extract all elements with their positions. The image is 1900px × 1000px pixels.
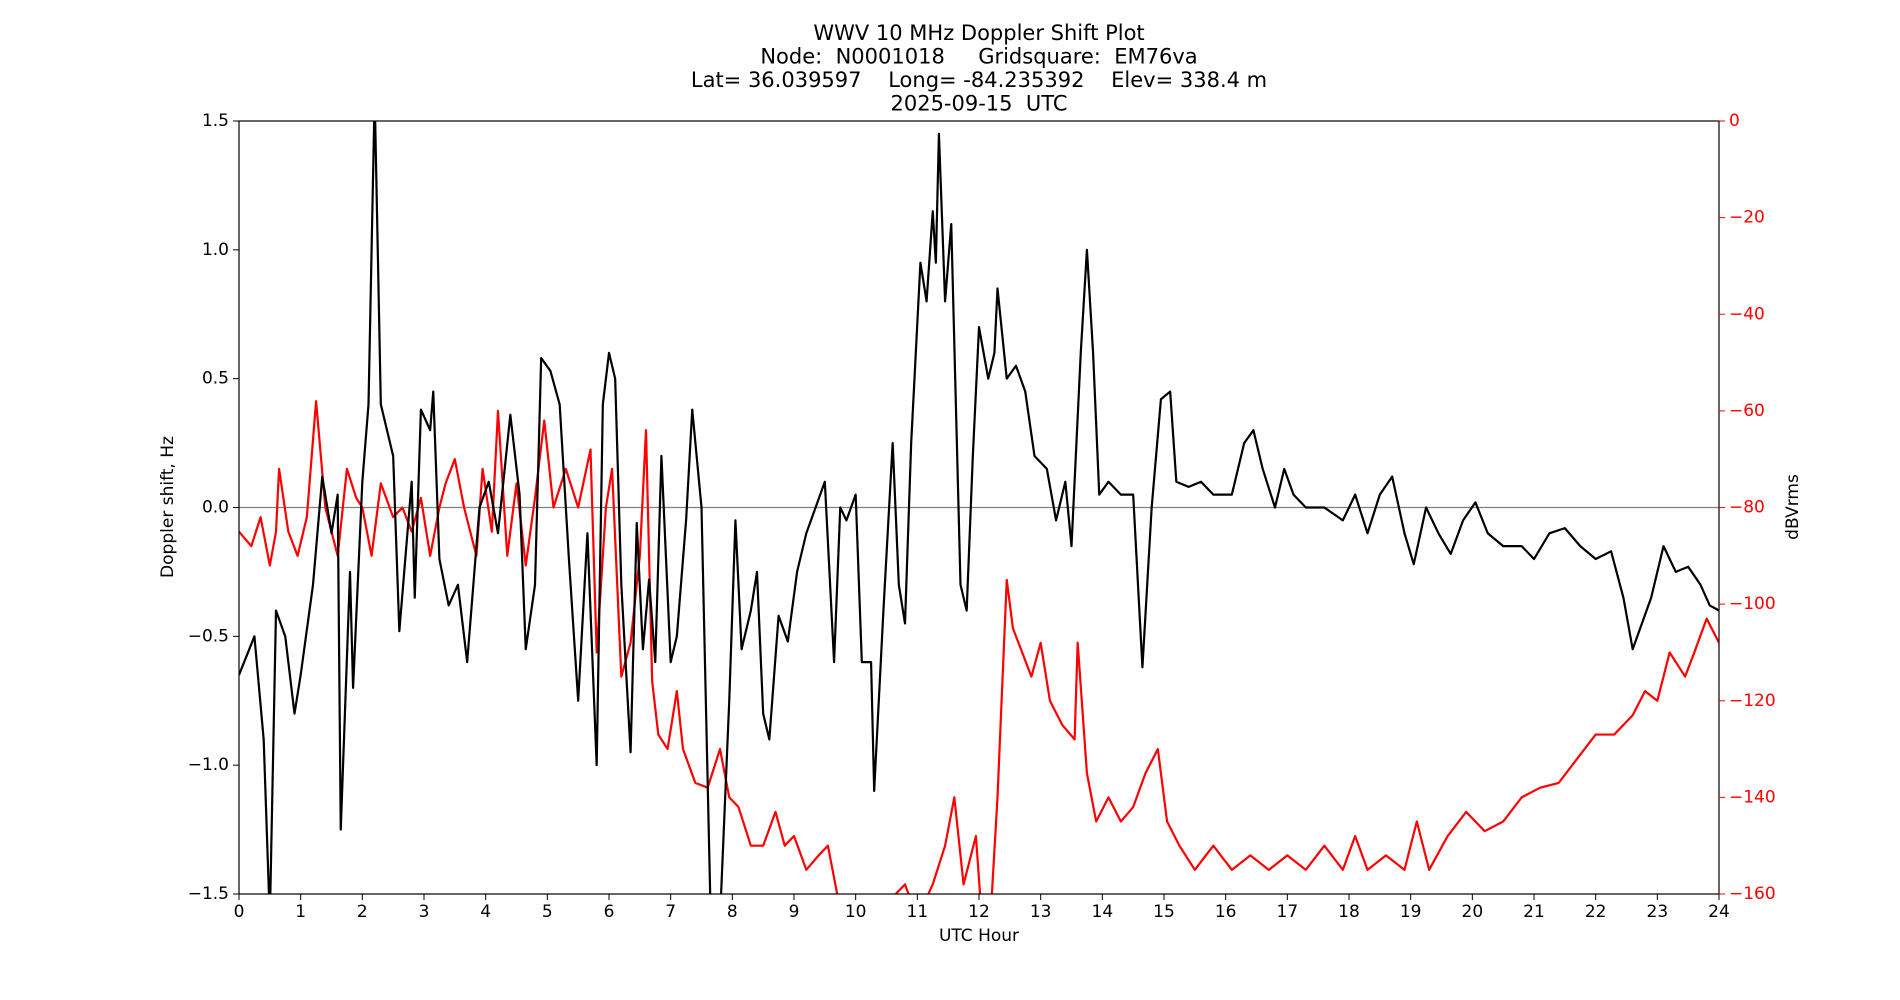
y2-tick-label: −60	[1729, 401, 1765, 421]
y2-axis-label: dBVrms	[1783, 474, 1803, 540]
y-tick-label: 1.5	[202, 111, 229, 131]
y2-tick-label: −120	[1729, 691, 1776, 711]
y2-tick-label: −140	[1729, 787, 1776, 807]
y-tick-label: −1.5	[188, 884, 229, 904]
y-tick-label: 0.0	[202, 498, 229, 518]
y-tick-label: 1.0	[202, 240, 229, 260]
x-tick-label: 21	[1523, 902, 1545, 922]
x-tick-label: 0	[234, 902, 245, 922]
x-tick-label: 9	[789, 902, 800, 922]
x-tick-label: 12	[968, 902, 990, 922]
y2-tick-label: −40	[1729, 304, 1765, 324]
y-tick-label: 0.5	[202, 369, 229, 389]
x-tick-label: 8	[727, 902, 738, 922]
series-line	[239, 400, 1719, 894]
x-tick-label: 15	[1153, 902, 1175, 922]
x-tick-label: 3	[419, 902, 430, 922]
plot-area	[239, 121, 1719, 894]
x-tick-label: 13	[1030, 902, 1052, 922]
y2-tick-label: −160	[1729, 884, 1776, 904]
x-axis-label: UTC Hour	[939, 926, 1019, 946]
x-tick-label: 6	[604, 902, 615, 922]
x-tick-label: 24	[1708, 902, 1730, 922]
y-axis-label: Doppler shift, Hz	[158, 436, 178, 578]
y2-tick-label: −100	[1729, 594, 1776, 614]
x-tick-label: 14	[1092, 902, 1114, 922]
x-tick-label: 1	[295, 902, 306, 922]
title-line: 2025-09-15 UTC	[890, 92, 1067, 116]
title-line: Node: N0001018 Gridsquare: EM76va	[760, 45, 1197, 69]
x-tick-label: 18	[1338, 902, 1360, 922]
x-tick-label: 2	[357, 902, 368, 922]
x-tick-label: 22	[1585, 902, 1607, 922]
x-tick-label: 20	[1462, 902, 1484, 922]
x-tick-label: 5	[542, 902, 553, 922]
x-tick-label: 23	[1647, 902, 1669, 922]
x-tick-label: 16	[1215, 902, 1237, 922]
y-tick-label: −1.0	[188, 755, 229, 775]
y2-tick-label: −20	[1729, 208, 1765, 228]
y-tick-label: −0.5	[188, 626, 229, 646]
x-tick-label: 7	[665, 902, 676, 922]
y2-tick-label: 0	[1729, 111, 1740, 131]
title-line: Lat= 36.039597 Long= -84.235392 Elev= 33…	[691, 68, 1267, 92]
x-tick-label: 11	[907, 902, 929, 922]
x-tick-label: 19	[1400, 902, 1422, 922]
title-line: WWV 10 MHz Doppler Shift Plot	[813, 21, 1144, 45]
series-line	[239, 121, 1719, 894]
y2-tick-label: −80	[1729, 498, 1765, 518]
x-tick-label: 4	[480, 902, 491, 922]
x-tick-label: 17	[1277, 902, 1299, 922]
x-tick-label: 10	[845, 902, 867, 922]
